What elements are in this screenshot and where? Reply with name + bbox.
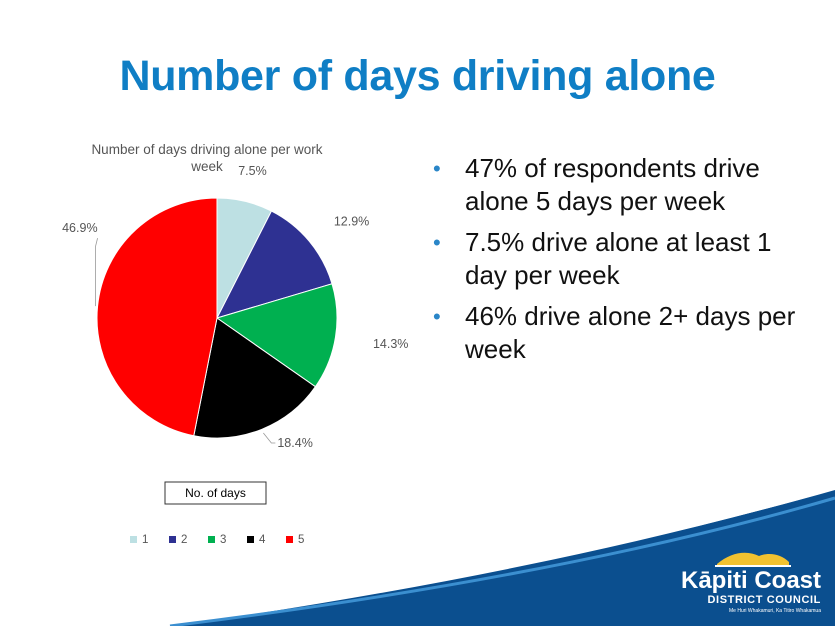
data-label: 12.9% [334, 215, 369, 229]
bullet-text: 47% of respondents drive alone 5 days pe… [465, 153, 760, 216]
pie-slices [96, 197, 338, 439]
slide-title: Number of days driving alone [119, 52, 716, 100]
logo-subtitle: DISTRICT COUNCIL [707, 594, 821, 606]
chart-title: Number of days driving alone per work wee… [91, 142, 322, 174]
bullet-dot-icon: • [433, 230, 441, 255]
data-label: 7.5% [238, 164, 267, 178]
bullet-dot-icon: • [433, 156, 441, 181]
bullet-text: 46% drive alone 2+ days per week [465, 301, 796, 364]
legend-swatch [247, 536, 254, 543]
legend-title: No. of days [185, 486, 246, 500]
logo-tagline: Me Huri Whakamuri, Ka Titiro Whakamua [729, 608, 821, 614]
legend-swatch [130, 536, 137, 543]
bullet-item: • 47% of respondents drive alone 5 days p… [430, 152, 810, 218]
bullet-list: • 47% of respondents drive alone 5 days p… [430, 152, 810, 374]
legend-label: 5 [298, 534, 304, 546]
bullet-dot-icon: • [433, 304, 441, 329]
pie-slice-4 [193, 317, 317, 439]
pie-chart: Number of days driving alone per work wee… [62, 142, 408, 546]
footer-band [160, 490, 835, 626]
logo-name: Kāpiti Coast [680, 567, 821, 594]
leader-lines [95, 238, 276, 444]
bullet-text: 7.5% drive alone at least 1 day per week [465, 227, 772, 290]
bullet-item: • 7.5% drive alone at least 1 day per wee… [430, 226, 810, 292]
footer-light-stripe [169, 496, 835, 626]
chart-title-line: Number of days driving alone per work [91, 142, 322, 157]
leader-line [95, 238, 98, 307]
legend-label: 2 [181, 534, 187, 546]
pie-slice-3 [215, 283, 338, 388]
data-labels: 7.5% 12.9% 14.3% 18.4% 46.9% [62, 164, 408, 450]
legend-label: 3 [220, 534, 226, 546]
data-label: 18.4% [277, 436, 312, 450]
data-label: 46.9% [62, 221, 97, 235]
legend-title-box [164, 481, 267, 505]
legend-swatch [286, 536, 293, 543]
legend: 1 2 3 4 5 [130, 534, 304, 546]
legend-swatch [169, 536, 176, 543]
chart-title-line: week [190, 159, 223, 174]
council-logo: Kāpiti Coast DISTRICT COUNCIL Me Huri Wh… [661, 548, 821, 615]
bullet-item: • 46% drive alone 2+ days per week [430, 300, 810, 366]
footer-white-stripe [149, 482, 835, 626]
legend-swatch [208, 536, 215, 543]
legend-title-box: No. of days [164, 481, 267, 505]
legend-label: 1 [142, 534, 148, 546]
legend-label: 4 [259, 534, 266, 546]
data-label: 14.3% [373, 337, 408, 351]
pie-slice-5 [96, 197, 218, 437]
island-logo-icon [715, 552, 791, 567]
leader-line [263, 432, 276, 444]
pie-slice-2 [216, 210, 333, 319]
